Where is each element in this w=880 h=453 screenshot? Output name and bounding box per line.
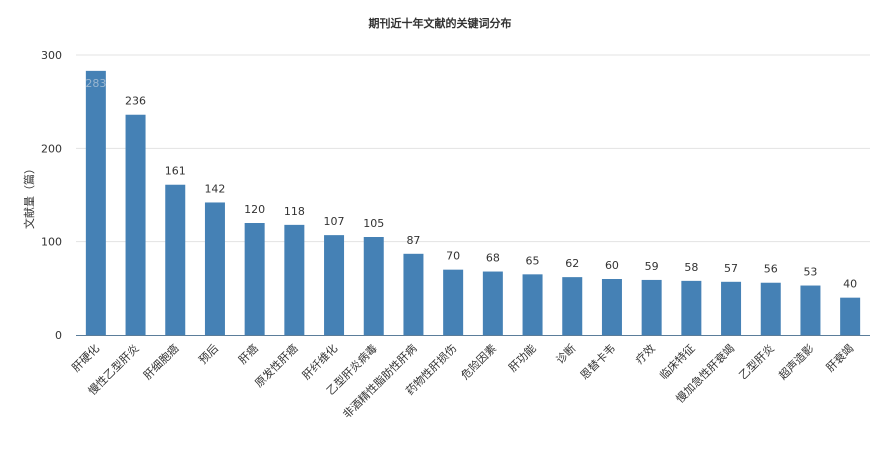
data-label: 283 [85,77,106,90]
data-label: 142 [204,182,225,195]
data-label: 236 [125,95,146,108]
x-tick-label: 恩替卡韦 [577,341,618,382]
x-tick-label: 超声造影 [776,341,817,382]
y-axis-ticks: 0 100 200 300 [41,49,62,342]
data-label: 105 [363,217,384,230]
bar [125,114,146,335]
data-label: 120 [244,203,265,216]
bar [522,274,543,335]
x-tick-label: 非酒精性脂肪性肝病 [340,341,420,421]
bar [681,280,702,335]
data-label: 58 [684,261,698,274]
y-tick-label: 100 [41,236,62,249]
bar [204,202,225,335]
bar [324,235,345,335]
y-tick-label: 300 [41,49,62,62]
data-label: 107 [324,215,345,228]
data-label: 59 [645,260,659,273]
x-tick-label: 诊断 [553,341,578,366]
bar [601,279,622,335]
x-tick-label: 肝癌 [235,341,260,366]
y-tick-label: 200 [41,142,62,155]
data-label: 60 [605,259,619,272]
bar [403,253,424,335]
bar [85,70,106,335]
x-tick-label: 肝衰竭 [823,341,856,374]
gridlines [76,54,870,243]
x-tick-label: 肝硬化 [69,341,102,374]
bar [641,279,662,335]
bar [800,285,821,335]
data-label: 56 [764,263,778,276]
bar [165,184,186,335]
bar [721,281,742,335]
bar [482,271,503,335]
x-tick-label: 临床特征 [656,341,697,382]
data-label: 40 [843,278,857,291]
data-label: 87 [406,234,420,247]
data-label: 57 [724,262,738,275]
data-label: 68 [486,252,500,265]
x-tick-label: 肝功能 [505,341,538,374]
data-label: 53 [803,266,817,279]
chart-title: 期刊近十年文献的关键词分布 [369,16,512,30]
bar [443,269,464,335]
x-tick-label: 危险因素 [458,341,499,382]
x-tick-label: 疗效 [632,341,657,366]
data-label: 118 [284,205,305,218]
x-tick-label: 原发性肝癌 [252,341,301,390]
data-labels: 283 236 161 142 120 118 107 105 87 70 68 65 62 60 59 58… [85,77,857,291]
bars [85,70,861,335]
x-tick-label: 肝纤维化 [299,341,340,382]
y-axis-label: 文献量（篇） [22,163,36,229]
bar [363,237,384,335]
bar [284,224,305,335]
data-label: 65 [526,254,540,267]
bar [244,223,265,335]
y-tick-label: 0 [55,329,62,342]
x-tick-label: 乙型肝炎 [736,341,777,382]
bar [562,277,583,335]
x-tick-label: 预后 [196,342,221,367]
bar [840,297,861,335]
data-label: 62 [565,257,579,270]
data-label: 70 [446,250,460,263]
data-label: 161 [165,165,186,178]
x-tick-label: 肝细胞癌 [140,341,181,382]
bar [760,282,781,335]
